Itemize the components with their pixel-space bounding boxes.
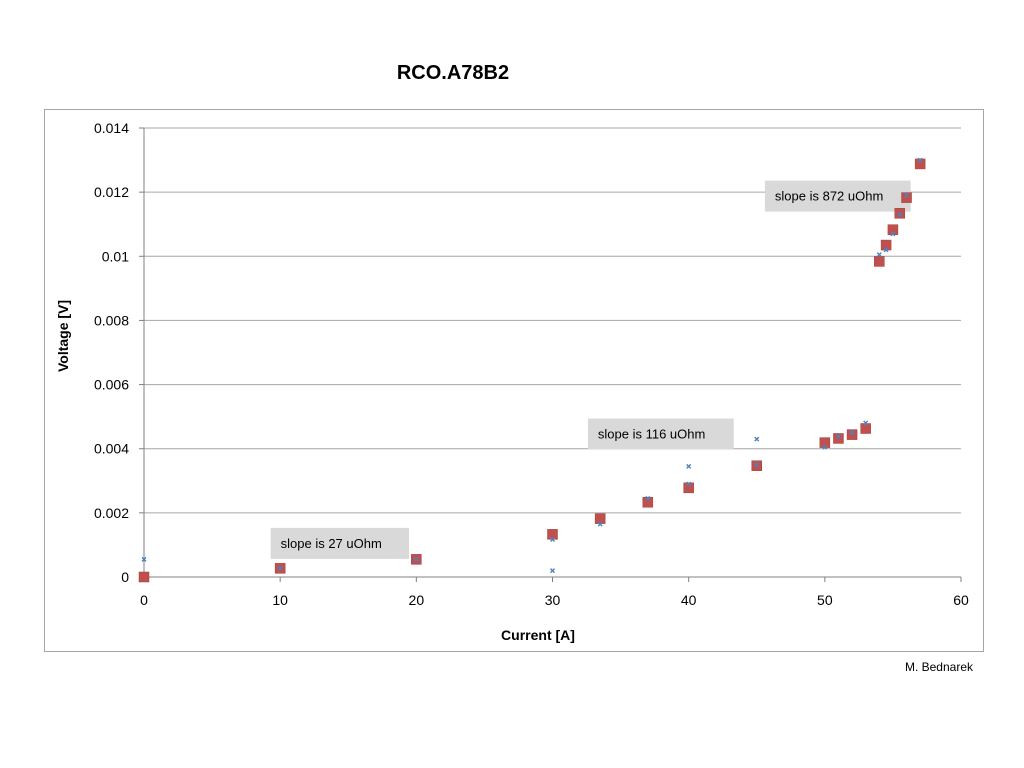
annotation-text: slope is 116 uOhm: [598, 427, 705, 442]
data-point-cross: [917, 157, 923, 163]
annotations: slope is 27 uOhm slope is 116 uOhm slope i…: [270, 180, 911, 559]
y-tick-label: 0.004: [94, 441, 129, 457]
y-tick-label: 0.008: [94, 312, 129, 328]
data-point-square: [594, 513, 606, 524]
y-tick-label: 0: [121, 569, 129, 585]
slope-annotation: slope is 116 uOhm: [587, 418, 734, 450]
data-point-square: [860, 423, 871, 434]
data-point-cross: [835, 434, 841, 440]
x-axis-label: Current [A]: [501, 627, 575, 643]
data-point-cross: [686, 481, 692, 487]
data-point-square: [914, 158, 926, 170]
data-point-square: [833, 433, 844, 444]
data-point-cross: [849, 430, 855, 436]
y-tick-label: 0.01: [102, 248, 129, 264]
data-point-square: [894, 208, 905, 219]
x-tick-label: 60: [953, 592, 969, 608]
data-point-cross: [597, 521, 603, 527]
data-point-cross: [413, 556, 419, 562]
data-point-cross: [645, 495, 651, 501]
annotation-text: slope is 872 uOhm: [775, 189, 883, 204]
y-tick-label: 0.012: [94, 184, 129, 200]
y-tick-label: 0.014: [94, 120, 129, 136]
data-point-square: [138, 571, 150, 583]
x-tick-label: 50: [817, 592, 833, 608]
data-point-cross: [822, 444, 828, 450]
data-point-cross: [890, 231, 896, 237]
x-tick-label: 30: [545, 592, 561, 608]
x-tick-marks: [143, 577, 962, 582]
data-point-cross: [876, 252, 882, 258]
slope-annotation: slope is 27 uOhm: [270, 527, 410, 559]
series-crosses: [141, 157, 923, 574]
data-point-cross: [686, 463, 692, 469]
y-tick-label: 0.002: [94, 505, 129, 521]
data-point-cross: [141, 556, 147, 562]
annotation-box: [270, 527, 410, 559]
annotation-box: [764, 180, 911, 212]
chart-title: RCO.A78B2: [396, 62, 510, 84]
data-point-cross: [863, 420, 869, 426]
y-tick-label: 0.006: [94, 377, 129, 393]
data-point-square: [874, 256, 885, 267]
data-point-cross: [904, 192, 910, 198]
data-point-cross: [277, 565, 283, 571]
y-axis-label: Voltage [V]: [55, 300, 71, 372]
chart-frame: [44, 109, 984, 652]
y-tick-labels: 0 0.002 0.004 0.006 0.008 0.01 0.012 0.014: [94, 120, 129, 585]
data-point-cross: [550, 536, 555, 542]
x-tick-label: 0: [140, 592, 148, 608]
x-tick-labels: 0 10 20 30 40 50 60: [140, 592, 969, 608]
annotation-text: slope is 27 uOhm: [281, 536, 382, 551]
data-point-square: [819, 437, 831, 448]
data-point-cross: [883, 247, 889, 253]
data-point-square: [846, 429, 858, 440]
data-point-square: [901, 192, 912, 203]
author-credit: M. Bednarek: [904, 660, 973, 674]
data-point-square: [642, 497, 654, 508]
data-point-cross: [754, 462, 760, 468]
x-tick-label: 10: [272, 592, 288, 608]
data-point-square: [547, 529, 558, 540]
data-point-cross: [897, 212, 903, 218]
data-point-square: [880, 239, 892, 251]
x-tick-label: 20: [409, 592, 425, 608]
data-point-cross: [550, 568, 555, 574]
annotation-box: [587, 418, 734, 450]
slope-annotation: slope is 872 uOhm: [764, 180, 911, 212]
data-point-square: [683, 482, 694, 494]
x-tick-label: 40: [681, 592, 697, 608]
series-squares: [138, 158, 926, 583]
data-point-cross: [754, 436, 760, 442]
